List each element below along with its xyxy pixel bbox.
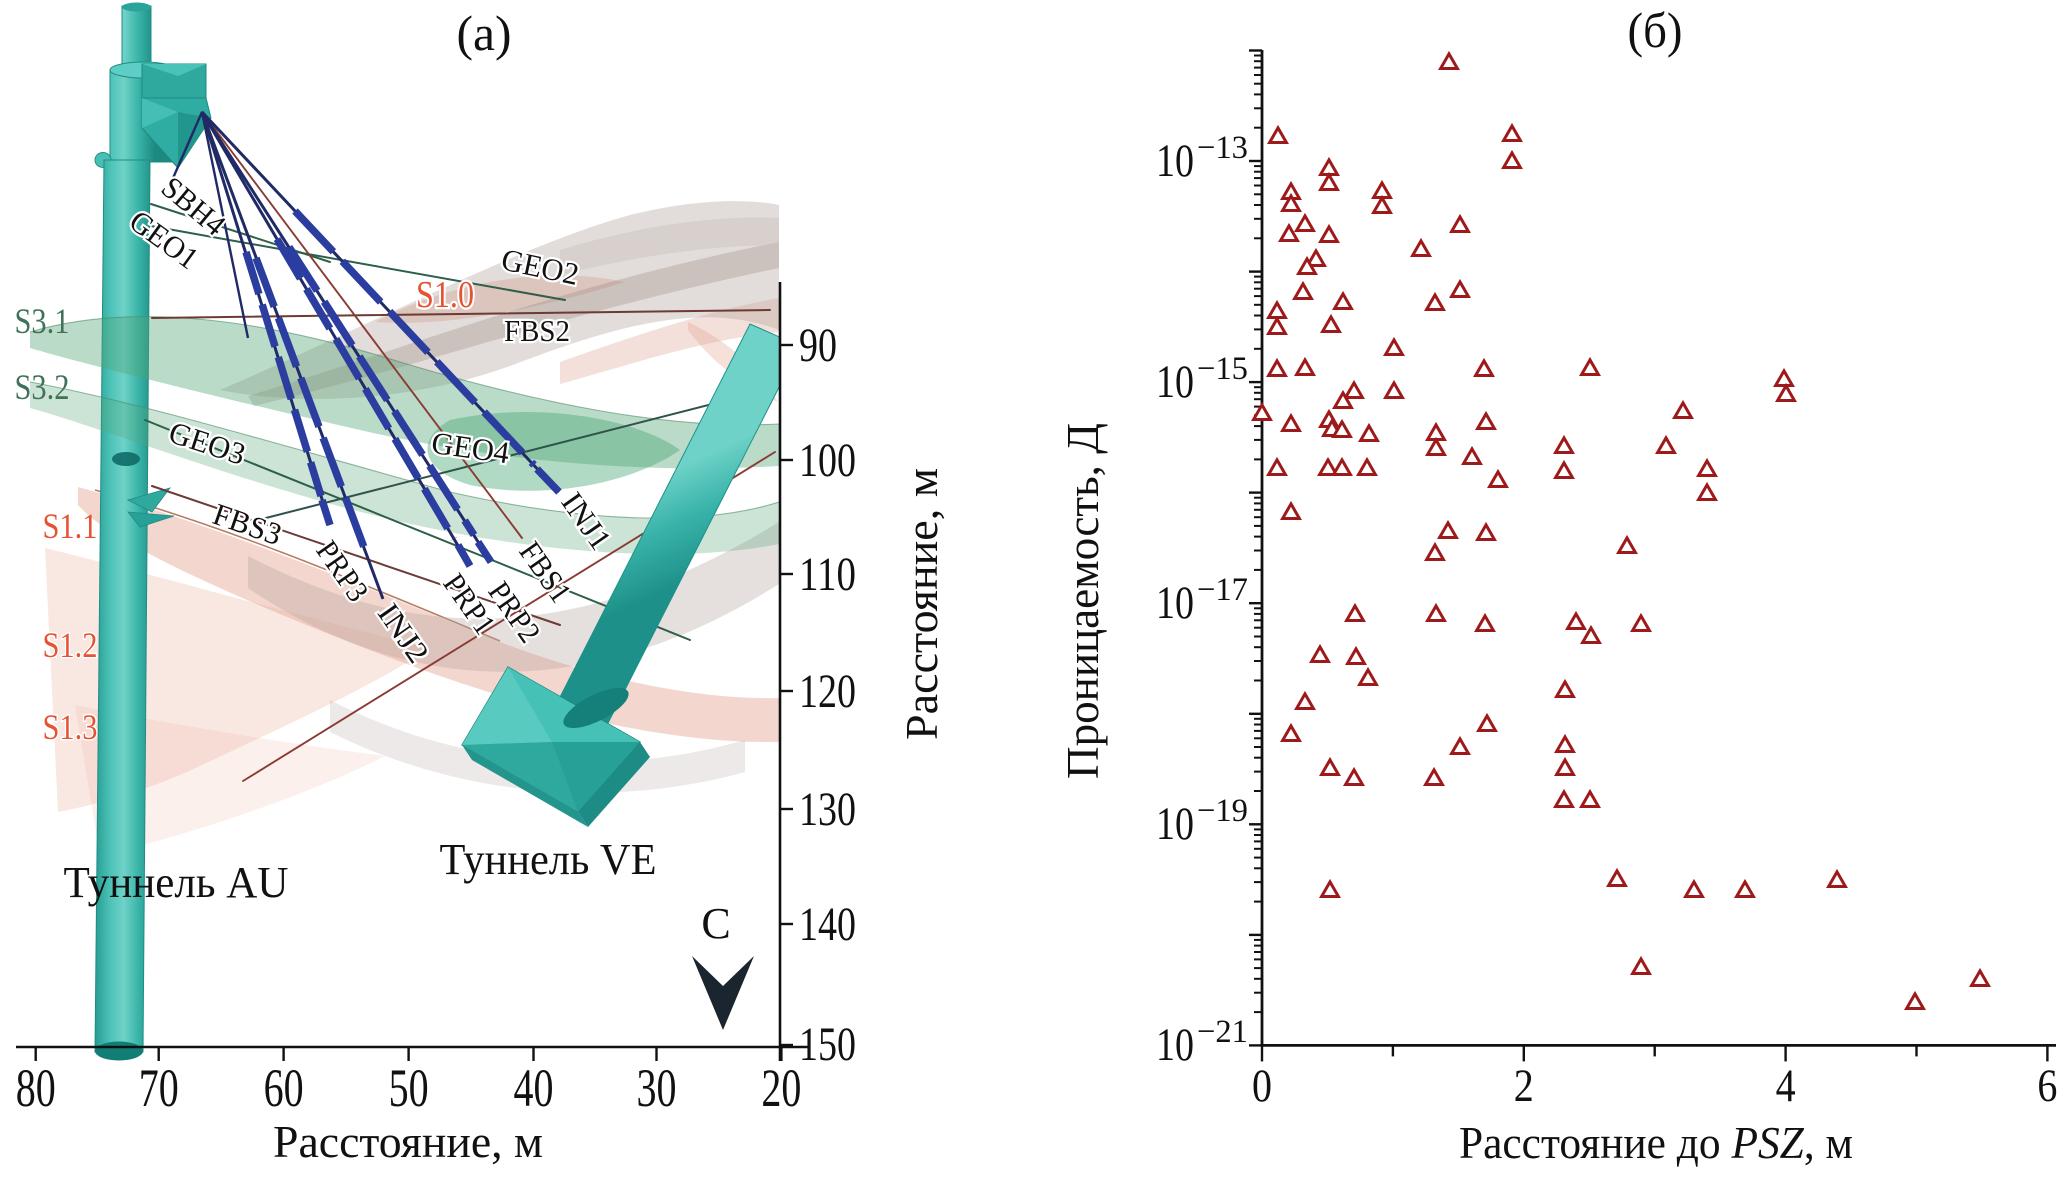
svg-text:90: 90 (799, 319, 837, 372)
svg-text:(а): (а) (457, 5, 512, 61)
svg-text:−19: −19 (1197, 793, 1248, 829)
svg-text:Туннель VE: Туннель VE (440, 835, 657, 884)
svg-text:100: 100 (799, 434, 856, 487)
svg-text:80: 80 (16, 1058, 56, 1118)
svg-text:10: 10 (1156, 356, 1194, 408)
svg-text:−17: −17 (1197, 572, 1248, 608)
svg-text:С: С (701, 899, 730, 948)
svg-text:70: 70 (139, 1058, 179, 1118)
svg-text:S1.2: S1.2 (43, 625, 98, 665)
svg-text:140: 140 (799, 898, 856, 951)
svg-text:Туннель AU: Туннель AU (64, 858, 289, 907)
svg-text:130: 130 (799, 783, 856, 836)
svg-text:S1.0: S1.0 (416, 274, 474, 316)
svg-text:30: 30 (637, 1058, 677, 1118)
svg-text:−15: −15 (1197, 351, 1248, 387)
svg-text:FBS2: FBS2 (504, 313, 570, 348)
svg-text:S3.2: S3.2 (15, 367, 70, 407)
svg-text:40: 40 (514, 1058, 554, 1118)
svg-text:20: 20 (761, 1058, 801, 1118)
svg-text:10: 10 (1156, 135, 1194, 187)
svg-text:Расстояние, м: Расстояние, м (273, 1116, 543, 1167)
svg-text:Расстояние до PSZ, м: Расстояние до PSZ, м (1459, 1117, 1853, 1168)
svg-text:10: 10 (1156, 1019, 1194, 1071)
svg-text:10: 10 (1156, 577, 1194, 629)
svg-text:S1.3: S1.3 (43, 707, 98, 747)
svg-text:(б): (б) (1628, 2, 1683, 58)
svg-text:60: 60 (264, 1058, 304, 1118)
svg-text:Расстояние, м: Расстояние, м (896, 468, 947, 740)
svg-text:10: 10 (1156, 798, 1194, 850)
svg-text:50: 50 (389, 1058, 429, 1118)
svg-text:S1.1: S1.1 (43, 506, 98, 546)
svg-text:6: 6 (2037, 1060, 2057, 1112)
svg-text:150: 150 (799, 1018, 856, 1071)
svg-text:110: 110 (799, 548, 856, 601)
svg-text:0: 0 (1252, 1060, 1272, 1112)
svg-text:120: 120 (799, 665, 856, 718)
svg-text:4: 4 (1776, 1060, 1796, 1112)
svg-text:Проницаемость, Д: Проницаемость, Д (1057, 423, 1108, 779)
svg-text:−13: −13 (1197, 130, 1248, 166)
svg-text:2: 2 (1514, 1060, 1534, 1112)
svg-text:−21: −21 (1197, 1014, 1248, 1050)
svg-text:S3.1: S3.1 (15, 301, 70, 341)
